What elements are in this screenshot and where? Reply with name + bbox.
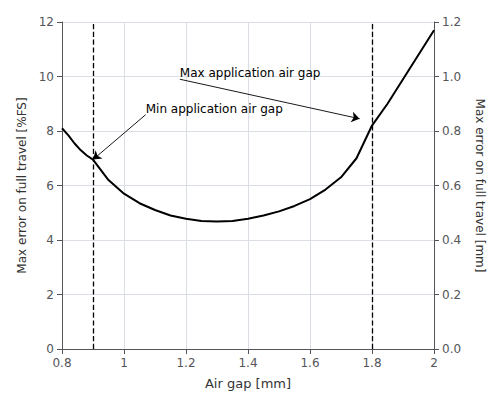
svg-text:8: 8 bbox=[46, 124, 54, 138]
svg-text:Air gap [mm]: Air gap [mm] bbox=[205, 376, 291, 391]
svg-text:0.8: 0.8 bbox=[442, 124, 461, 138]
svg-text:0: 0 bbox=[46, 342, 54, 356]
svg-text:0.6: 0.6 bbox=[442, 179, 461, 193]
svg-text:Max error on full travel [%FS]: Max error on full travel [%FS] bbox=[15, 97, 29, 273]
svg-text:12: 12 bbox=[39, 15, 54, 29]
svg-text:4: 4 bbox=[46, 233, 54, 247]
svg-text:0.2: 0.2 bbox=[442, 288, 461, 302]
svg-text:1.6: 1.6 bbox=[300, 356, 319, 370]
svg-text:1.2: 1.2 bbox=[176, 356, 195, 370]
svg-text:0.0: 0.0 bbox=[442, 342, 461, 356]
svg-text:6: 6 bbox=[46, 179, 54, 193]
svg-text:1.8: 1.8 bbox=[362, 356, 381, 370]
svg-text:1.2: 1.2 bbox=[442, 15, 461, 29]
svg-text:0.8: 0.8 bbox=[52, 356, 71, 370]
svg-text:2: 2 bbox=[430, 356, 438, 370]
svg-text:Max error on full travel [mm]: Max error on full travel [mm] bbox=[473, 99, 487, 273]
svg-text:1.4: 1.4 bbox=[238, 356, 257, 370]
svg-text:0.4: 0.4 bbox=[442, 233, 461, 247]
svg-text:10: 10 bbox=[39, 70, 54, 84]
svg-text:1.0: 1.0 bbox=[442, 70, 461, 84]
svg-text:2: 2 bbox=[46, 288, 54, 302]
svg-text:Min application air gap: Min application air gap bbox=[146, 102, 283, 116]
svg-text:1: 1 bbox=[120, 356, 128, 370]
svg-text:Max application air gap: Max application air gap bbox=[180, 66, 321, 80]
